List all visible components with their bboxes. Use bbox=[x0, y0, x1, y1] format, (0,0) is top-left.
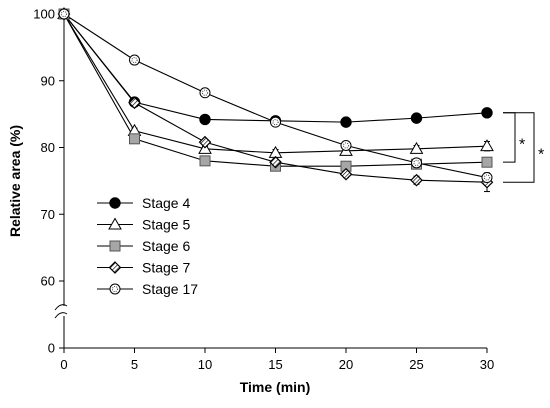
data-point bbox=[481, 156, 493, 168]
legend-marker bbox=[109, 197, 121, 209]
data-point bbox=[198, 135, 212, 149]
y-tick-label: 80 bbox=[41, 140, 55, 155]
legend-entry: Stage 6 bbox=[97, 238, 190, 254]
x-tick-label: 20 bbox=[339, 357, 353, 372]
y-tick-label: 90 bbox=[41, 73, 55, 88]
data-point bbox=[411, 157, 422, 169]
legend-marker bbox=[109, 283, 121, 295]
data-point bbox=[410, 112, 423, 124]
y-tick-label: 0 bbox=[48, 341, 55, 356]
significance-star: * bbox=[538, 147, 544, 164]
significance-star: * bbox=[519, 136, 525, 153]
y-axis-break-mark bbox=[54, 312, 68, 319]
series-line bbox=[63, 13, 488, 167]
significance-bracket: * bbox=[503, 112, 544, 183]
bracket-line bbox=[503, 112, 535, 183]
data-point bbox=[128, 96, 141, 110]
y-axis-break-mark bbox=[54, 304, 68, 311]
legend-entry: Stage 4 bbox=[97, 195, 190, 211]
legend-label: Stage 6 bbox=[142, 238, 190, 254]
legend-label: Stage 4 bbox=[142, 195, 190, 211]
legend-label: Stage 17 bbox=[142, 281, 198, 297]
legend-entry: Stage 7 bbox=[97, 260, 190, 276]
data-point bbox=[199, 87, 211, 99]
x-tick-label: 25 bbox=[409, 357, 423, 372]
data-point bbox=[409, 141, 424, 154]
data-point bbox=[340, 116, 352, 128]
data-point bbox=[199, 113, 211, 126]
bracket-line bbox=[503, 112, 516, 163]
x-tick-label: 5 bbox=[131, 357, 138, 372]
data-point bbox=[270, 116, 281, 128]
y-tick-label: 60 bbox=[41, 274, 55, 289]
x-tick-label: 15 bbox=[268, 357, 282, 372]
data-point bbox=[410, 173, 423, 187]
y-tick-label: 70 bbox=[41, 207, 55, 222]
series-line bbox=[63, 13, 488, 123]
legend-label: Stage 5 bbox=[142, 217, 190, 233]
x-tick-label: 30 bbox=[480, 357, 494, 372]
data-point bbox=[480, 139, 494, 152]
data-point bbox=[481, 107, 493, 119]
data-point bbox=[129, 54, 140, 66]
data-point bbox=[199, 155, 211, 167]
y-axis-title: Relative area (%) bbox=[7, 125, 23, 237]
significance-bracket: * bbox=[503, 112, 525, 163]
data-point bbox=[339, 167, 353, 181]
legend-marker bbox=[108, 261, 122, 274]
x-axis-title: Time (min) bbox=[240, 379, 311, 395]
series-line bbox=[63, 13, 488, 154]
x-tick-label: 10 bbox=[198, 357, 212, 372]
legend-entry: Stage 5 bbox=[97, 217, 190, 233]
legend-marker bbox=[108, 217, 122, 230]
x-tick-label: 0 bbox=[60, 357, 67, 372]
data-point bbox=[58, 8, 70, 20]
data-point bbox=[340, 139, 352, 151]
legend-label: Stage 7 bbox=[142, 260, 190, 276]
y-tick-label: 100 bbox=[33, 7, 55, 22]
data-point bbox=[269, 155, 282, 169]
legend-entry: Stage 17 bbox=[97, 281, 198, 297]
data-point bbox=[481, 172, 493, 184]
data-point bbox=[129, 133, 140, 145]
legend-marker bbox=[109, 240, 121, 252]
